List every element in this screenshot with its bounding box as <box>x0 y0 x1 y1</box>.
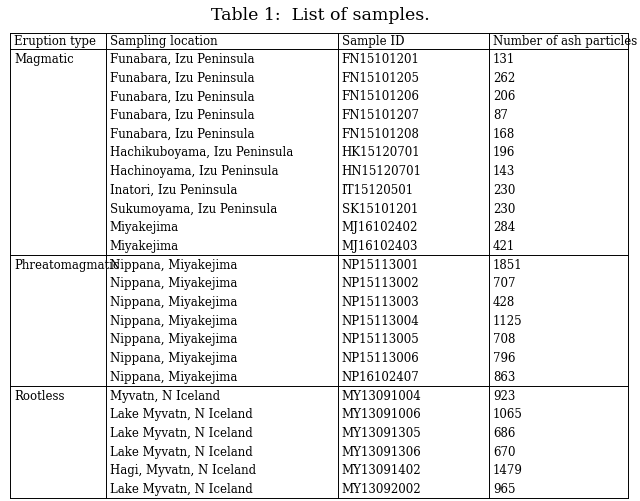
Text: 262: 262 <box>493 72 515 84</box>
Text: Table 1:  List of samples.: Table 1: List of samples. <box>211 7 429 24</box>
Text: 686: 686 <box>493 426 515 439</box>
Text: FN15101208: FN15101208 <box>342 127 419 140</box>
Text: FN15101205: FN15101205 <box>342 72 420 84</box>
Text: Hagi, Myvatn, N Iceland: Hagi, Myvatn, N Iceland <box>110 463 256 476</box>
Text: MY13091402: MY13091402 <box>342 463 421 476</box>
Text: MY13091006: MY13091006 <box>342 407 421 420</box>
Text: 965: 965 <box>493 482 515 495</box>
Text: Sample ID: Sample ID <box>342 36 404 49</box>
Text: 1065: 1065 <box>493 407 523 420</box>
Text: Lake Myvatn, N Iceland: Lake Myvatn, N Iceland <box>110 426 253 439</box>
Text: HN15120701: HN15120701 <box>342 165 422 178</box>
Text: NP15113003: NP15113003 <box>342 296 419 309</box>
Text: Sukumoyama, Izu Peninsula: Sukumoyama, Izu Peninsula <box>110 202 277 215</box>
Text: Nippana, Miyakejima: Nippana, Miyakejima <box>110 277 237 290</box>
Text: Funabara, Izu Peninsula: Funabara, Izu Peninsula <box>110 109 254 122</box>
Text: Nippana, Miyakejima: Nippana, Miyakejima <box>110 314 237 327</box>
Text: NP15113002: NP15113002 <box>342 277 419 290</box>
Text: 1125: 1125 <box>493 314 523 327</box>
Text: Nippana, Miyakejima: Nippana, Miyakejima <box>110 333 237 346</box>
Text: NP15113005: NP15113005 <box>342 333 419 346</box>
Text: 923: 923 <box>493 389 515 402</box>
Text: 428: 428 <box>493 296 515 309</box>
Text: Magmatic: Magmatic <box>14 53 74 66</box>
Text: Number of ash particles: Number of ash particles <box>493 36 637 49</box>
Text: Myvatn, N Iceland: Myvatn, N Iceland <box>110 389 220 402</box>
Text: Rootless: Rootless <box>14 389 65 402</box>
Text: Hachikuboyama, Izu Peninsula: Hachikuboyama, Izu Peninsula <box>110 146 293 159</box>
Text: Funabara, Izu Peninsula: Funabara, Izu Peninsula <box>110 53 254 66</box>
Text: Funabara, Izu Peninsula: Funabara, Izu Peninsula <box>110 127 254 140</box>
Text: 230: 230 <box>493 183 515 196</box>
Text: FN15101201: FN15101201 <box>342 53 419 66</box>
Text: Lake Myvatn, N Iceland: Lake Myvatn, N Iceland <box>110 482 253 495</box>
Text: FN15101206: FN15101206 <box>342 90 420 103</box>
Text: Miyakejima: Miyakejima <box>110 221 179 234</box>
Text: 87: 87 <box>493 109 508 122</box>
Text: 670: 670 <box>493 445 515 458</box>
Text: 421: 421 <box>493 239 515 253</box>
Text: Nippana, Miyakejima: Nippana, Miyakejima <box>110 296 237 309</box>
Text: 143: 143 <box>493 165 515 178</box>
Text: Nippana, Miyakejima: Nippana, Miyakejima <box>110 258 237 271</box>
Text: 707: 707 <box>493 277 515 290</box>
Text: NP15113006: NP15113006 <box>342 352 419 364</box>
Text: MJ16102403: MJ16102403 <box>342 239 418 253</box>
Text: 796: 796 <box>493 352 515 364</box>
Text: 1851: 1851 <box>493 258 523 271</box>
Text: Miyakejima: Miyakejima <box>110 239 179 253</box>
Text: NP16102407: NP16102407 <box>342 370 419 383</box>
Text: Nippana, Miyakejima: Nippana, Miyakejima <box>110 370 237 383</box>
Text: 284: 284 <box>493 221 515 234</box>
Text: 1479: 1479 <box>493 463 523 476</box>
Text: Hachinoyama, Izu Peninsula: Hachinoyama, Izu Peninsula <box>110 165 278 178</box>
Text: 708: 708 <box>493 333 515 346</box>
Text: MJ16102402: MJ16102402 <box>342 221 418 234</box>
Text: NP15113004: NP15113004 <box>342 314 419 327</box>
Text: SK15101201: SK15101201 <box>342 202 418 215</box>
Text: 168: 168 <box>493 127 515 140</box>
Text: Lake Myvatn, N Iceland: Lake Myvatn, N Iceland <box>110 445 253 458</box>
Text: FN15101207: FN15101207 <box>342 109 420 122</box>
Text: 131: 131 <box>493 53 515 66</box>
Text: Lake Myvatn, N Iceland: Lake Myvatn, N Iceland <box>110 407 253 420</box>
Text: Funabara, Izu Peninsula: Funabara, Izu Peninsula <box>110 72 254 84</box>
Text: Phreatomagmatic: Phreatomagmatic <box>14 258 120 271</box>
Text: MY13092002: MY13092002 <box>342 482 421 495</box>
Text: HK15120701: HK15120701 <box>342 146 420 159</box>
Text: Sampling location: Sampling location <box>110 36 218 49</box>
Text: Eruption type: Eruption type <box>14 36 96 49</box>
Text: 196: 196 <box>493 146 515 159</box>
Text: IT15120501: IT15120501 <box>342 183 413 196</box>
Text: MY13091305: MY13091305 <box>342 426 421 439</box>
Text: 230: 230 <box>493 202 515 215</box>
Text: MY13091306: MY13091306 <box>342 445 421 458</box>
Text: Nippana, Miyakejima: Nippana, Miyakejima <box>110 352 237 364</box>
Text: 863: 863 <box>493 370 515 383</box>
Text: 206: 206 <box>493 90 515 103</box>
Text: NP15113001: NP15113001 <box>342 258 419 271</box>
Text: Inatori, Izu Peninsula: Inatori, Izu Peninsula <box>110 183 237 196</box>
Text: MY13091004: MY13091004 <box>342 389 421 402</box>
Text: Funabara, Izu Peninsula: Funabara, Izu Peninsula <box>110 90 254 103</box>
